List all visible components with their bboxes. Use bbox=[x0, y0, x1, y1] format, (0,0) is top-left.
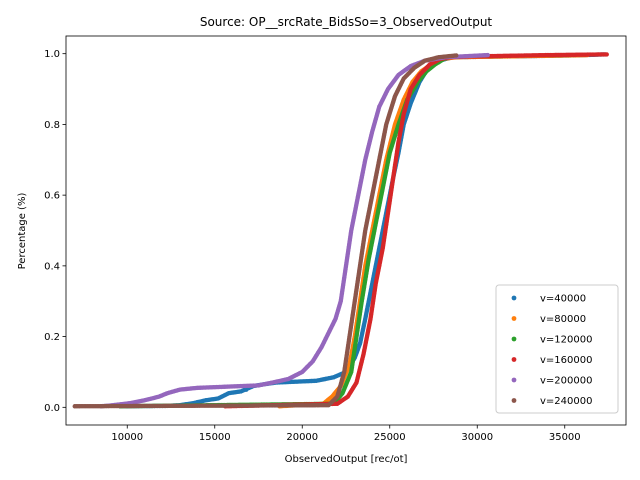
legend-marker bbox=[511, 398, 517, 403]
y-tick-label: 0.6 bbox=[44, 191, 60, 202]
x-tick-label: 25000 bbox=[374, 432, 406, 443]
y-tick-label: 0.8 bbox=[44, 120, 60, 131]
y-axis-label: Percentage (%) bbox=[17, 193, 28, 270]
legend-frame bbox=[495, 284, 619, 414]
legend-marker bbox=[511, 316, 517, 321]
legend-marker bbox=[511, 377, 517, 383]
y-tick-label: 0.4 bbox=[44, 261, 60, 272]
chart-title: Source: OP__srcRate_BidsSo=3_ObservedOut… bbox=[200, 15, 493, 29]
plot-frame bbox=[65, 35, 627, 426]
legend-marker bbox=[511, 295, 517, 301]
legend-label: v=200000 bbox=[540, 376, 592, 387]
data-point bbox=[454, 53, 459, 58]
y-tick-label: 0.2 bbox=[44, 332, 60, 343]
legend-marker bbox=[511, 357, 517, 362]
y-tick-label: 0.0 bbox=[44, 403, 60, 414]
y-axis: 0.0 0.2 0.4 0.6 0.8 1.0 bbox=[44, 49, 66, 414]
x-axis-label: ObservedOutput [rec/ot] bbox=[285, 454, 408, 465]
series-v=240000 bbox=[72, 53, 459, 409]
data-point bbox=[244, 387, 249, 392]
data-marks bbox=[72, 52, 609, 409]
series-v=200000 bbox=[98, 52, 490, 409]
x-tick-label: 30000 bbox=[461, 432, 493, 443]
legend-label: v=40000 bbox=[540, 294, 586, 305]
x-tick-label: 20000 bbox=[286, 432, 318, 443]
legend: v=40000 v=80000 v=120000 v=160000 v=200000 v=… bbox=[495, 284, 619, 414]
x-axis: 10000 15000 20000 25000 30000 35000 bbox=[111, 425, 581, 443]
legend-label: v=120000 bbox=[540, 335, 592, 346]
legend-label: v=160000 bbox=[540, 355, 592, 366]
x-tick-label: 35000 bbox=[549, 432, 581, 443]
legend-label: v=80000 bbox=[540, 314, 586, 325]
data-point bbox=[322, 376, 328, 382]
data-point bbox=[604, 52, 609, 57]
x-tick-label: 10000 bbox=[111, 432, 143, 443]
y-tick-label: 1.0 bbox=[44, 49, 60, 60]
legend-marker bbox=[511, 336, 517, 342]
legend-label: v=240000 bbox=[540, 396, 592, 407]
x-tick-label: 15000 bbox=[199, 432, 231, 443]
data-point bbox=[485, 52, 490, 58]
